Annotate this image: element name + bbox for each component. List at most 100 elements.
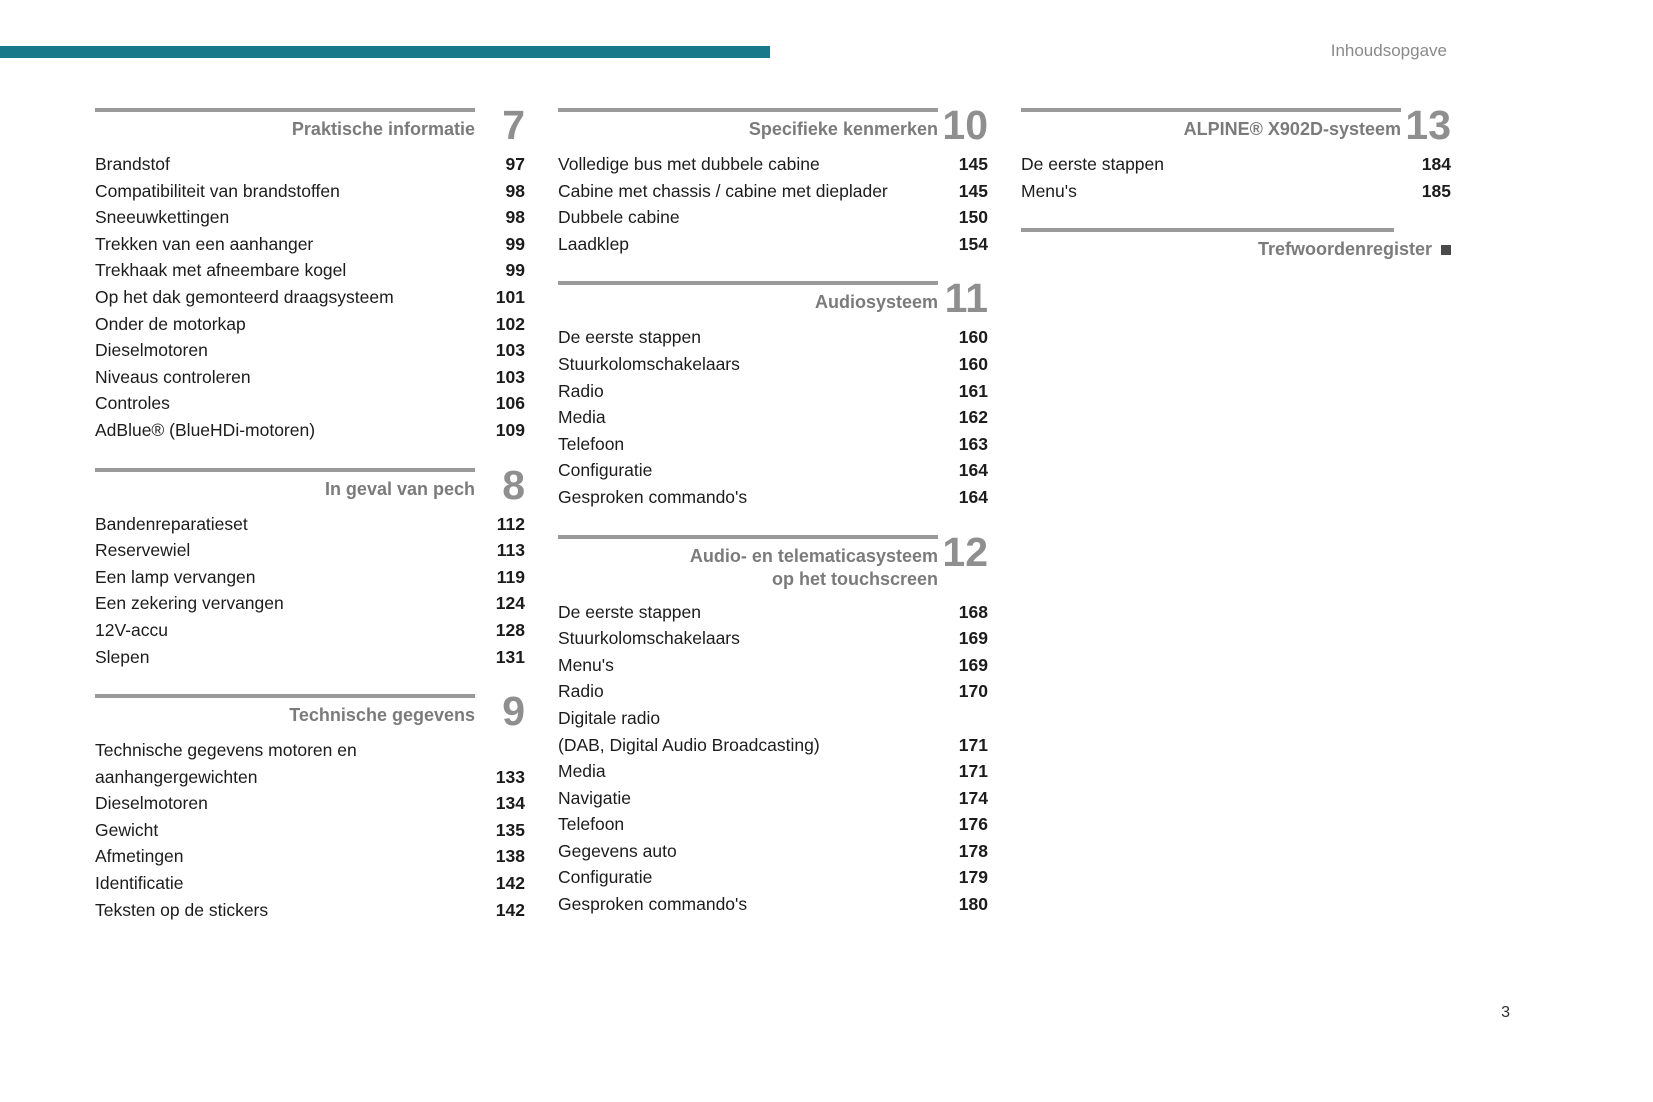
toc-item-label: Teksten op de stickers [95, 899, 269, 920]
section-title: Audiosysteem [814, 292, 938, 313]
toc-item: Menu's 169 [558, 652, 988, 679]
toc-item-page: 174 [958, 787, 988, 808]
toc-item: Digitale radio (DAB, Digital Audio Broad… [558, 705, 988, 758]
toc-item-label: Compatibiliteit van brandstoffen [95, 180, 340, 201]
section-header: Audiosysteem 11 [558, 275, 988, 322]
toc-item-label: Dubbele cabine [558, 207, 680, 228]
toc-item: Gegevens auto 178 [558, 838, 988, 865]
toc-item-page: 109 [495, 419, 525, 440]
toc-item: Radio 170 [558, 678, 988, 705]
chapter-number: 10 [942, 102, 988, 148]
section-rule [558, 108, 938, 112]
toc-item-page: 178 [958, 840, 988, 861]
toc-item-page: 131 [495, 646, 525, 667]
toc-item: Dieselmotoren 134 [95, 790, 525, 817]
section-in-geval-van-pech: In geval van pech 8 Bandenreparatieset 11… [95, 464, 525, 671]
toc-item-page: 142 [495, 899, 525, 920]
toc-item-label: Volledige bus met dubbele cabine [558, 154, 820, 174]
section-items: De eerste stappen 160 Stuurkolomschakelaa… [558, 324, 988, 510]
toc-item-page: 128 [495, 619, 525, 640]
toc-item-label: De eerste stappen [558, 327, 702, 348]
section-technische-gegevens: Technische gegevens 9 Technische gegeven… [95, 691, 525, 923]
toc-item: Radio 161 [558, 378, 988, 405]
toc-item-label: Dieselmotoren [95, 793, 208, 814]
toc-item-page: 98 [505, 207, 525, 228]
toc-item-page: 99 [505, 233, 525, 254]
toc-item: Stuurkolomschakelaars 169 [558, 625, 988, 652]
chapter-number: 12 [942, 528, 988, 575]
toc-item-label: Configuratie [558, 460, 653, 481]
toc-item-page: 160 [958, 353, 988, 374]
toc-item-label: Niveaus controleren [95, 366, 251, 387]
toc-item-label: Navigatie [558, 787, 631, 808]
toc-item-page: 103 [495, 366, 525, 387]
section-title: Specifieke kenmerken [748, 119, 938, 139]
toc-item-label: Menu's [558, 654, 614, 675]
toc-item-page: 184 [1421, 154, 1451, 174]
toc-item-page: 119 [496, 566, 525, 587]
toc-item-page: 154 [958, 233, 988, 254]
toc-column-2: Specifieke kenmerken 10 Volledige bus me… [558, 102, 988, 947]
toc-item-page: 171 [958, 734, 988, 755]
toc-item-label: Gewicht [95, 819, 159, 840]
index-marker-icon [1441, 245, 1451, 256]
toc-item: Brandstof 97 [95, 151, 525, 178]
toc-item: Bandenreparatieset 112 [95, 511, 525, 538]
toc-item: Cabine met chassis / cabine met dieplade… [558, 178, 988, 205]
toc-item: Onder de motorkap 102 [95, 311, 525, 338]
toc-item-page: 164 [958, 460, 988, 481]
toc-item-label: Technische gegevens motoren en aanhanger… [95, 740, 357, 787]
toc-item: De eerste stappen 184 [1021, 151, 1451, 178]
section-specifieke-kenmerken: Specifieke kenmerken 10 Volledige bus me… [558, 102, 988, 257]
toc-item-page: 161 [958, 380, 988, 401]
toc-item-page: 135 [495, 819, 525, 840]
toc-item-label: De eerste stappen [558, 601, 702, 622]
section-rule [1021, 228, 1394, 233]
toc-item: Compatibiliteit van brandstoffen 98 [95, 178, 525, 205]
toc-item-page: 98 [505, 180, 525, 201]
chapter-number: 11 [944, 275, 988, 322]
toc-item-label: Telefoon [558, 814, 625, 835]
section-items: Brandstof 97 Compatibiliteit van brandsto… [95, 151, 525, 444]
toc-item: Volledige bus met dubbele cabine 145 [558, 151, 988, 178]
toc-item-label: Sneeuwkettingen [95, 207, 230, 228]
section-audio-telematicasysteem: Audio- en telematicasysteem op het touch… [558, 528, 988, 918]
toc-item-label: Dieselmotoren [95, 340, 208, 361]
toc-item-label: Telefoon [558, 433, 625, 454]
section-title: In geval van pech [324, 478, 475, 499]
toc-item-page: 176 [958, 814, 988, 835]
toc-item-page: 179 [958, 867, 988, 888]
toc-item-page: 170 [958, 681, 988, 702]
toc-item-page: 171 [958, 761, 988, 782]
toc-item-label: Een lamp vervangen [95, 566, 256, 587]
toc-item: Gesproken commando's 180 [558, 891, 988, 918]
section-header: Technische gegevens 9 [95, 691, 525, 732]
toc-item-label: Digitale radio (DAB, Digital Audio Broad… [558, 707, 820, 755]
section-praktische-informatie: Praktische informatie 7 Brandstof 97 Comp… [95, 105, 525, 444]
section-title: Technische gegevens [289, 705, 475, 726]
toc-item: Dubbele cabine 150 [558, 204, 988, 231]
section-header: ALPINE® X902D-systeem 13 [1021, 105, 1451, 146]
toc-item: Stuurkolomschakelaars 160 [558, 351, 988, 378]
toc-item-page: 99 [505, 260, 525, 281]
section-title: Praktische informatie [291, 119, 475, 139]
toc-item-label: Gegevens auto [558, 840, 677, 861]
toc-item-page: 180 [958, 894, 988, 915]
section-rule [1021, 108, 1401, 112]
toc-item-page: 103 [495, 340, 525, 361]
page-number: 3 [1501, 1004, 1510, 1021]
toc-item: Dieselmotoren 103 [95, 337, 525, 364]
toc-item: Niveaus controleren 103 [95, 364, 525, 391]
toc-item: Trekken van een aanhanger 99 [95, 231, 525, 258]
toc-item: De eerste stappen 168 [558, 599, 988, 626]
toc-item-label: Media [558, 761, 606, 782]
section-header: Trefwoordenregister [1021, 228, 1451, 261]
toc-column-3: ALPINE® X902D-systeem 13 De eerste stapp… [1021, 105, 1451, 947]
section-rule [558, 534, 938, 539]
toc-item-page: 169 [958, 628, 988, 649]
toc-item: Navigatie 174 [558, 785, 988, 812]
toc-item-label: Radio [558, 380, 604, 401]
toc-item-label: Media [558, 407, 606, 428]
toc-item-page: 106 [495, 393, 525, 414]
